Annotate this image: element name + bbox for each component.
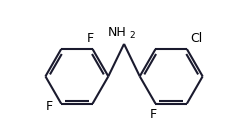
Text: F: F (46, 100, 53, 113)
Text: F: F (87, 32, 94, 45)
Text: F: F (149, 109, 156, 121)
Text: 2: 2 (129, 31, 134, 40)
Text: NH: NH (107, 26, 126, 39)
Text: Cl: Cl (189, 32, 201, 45)
